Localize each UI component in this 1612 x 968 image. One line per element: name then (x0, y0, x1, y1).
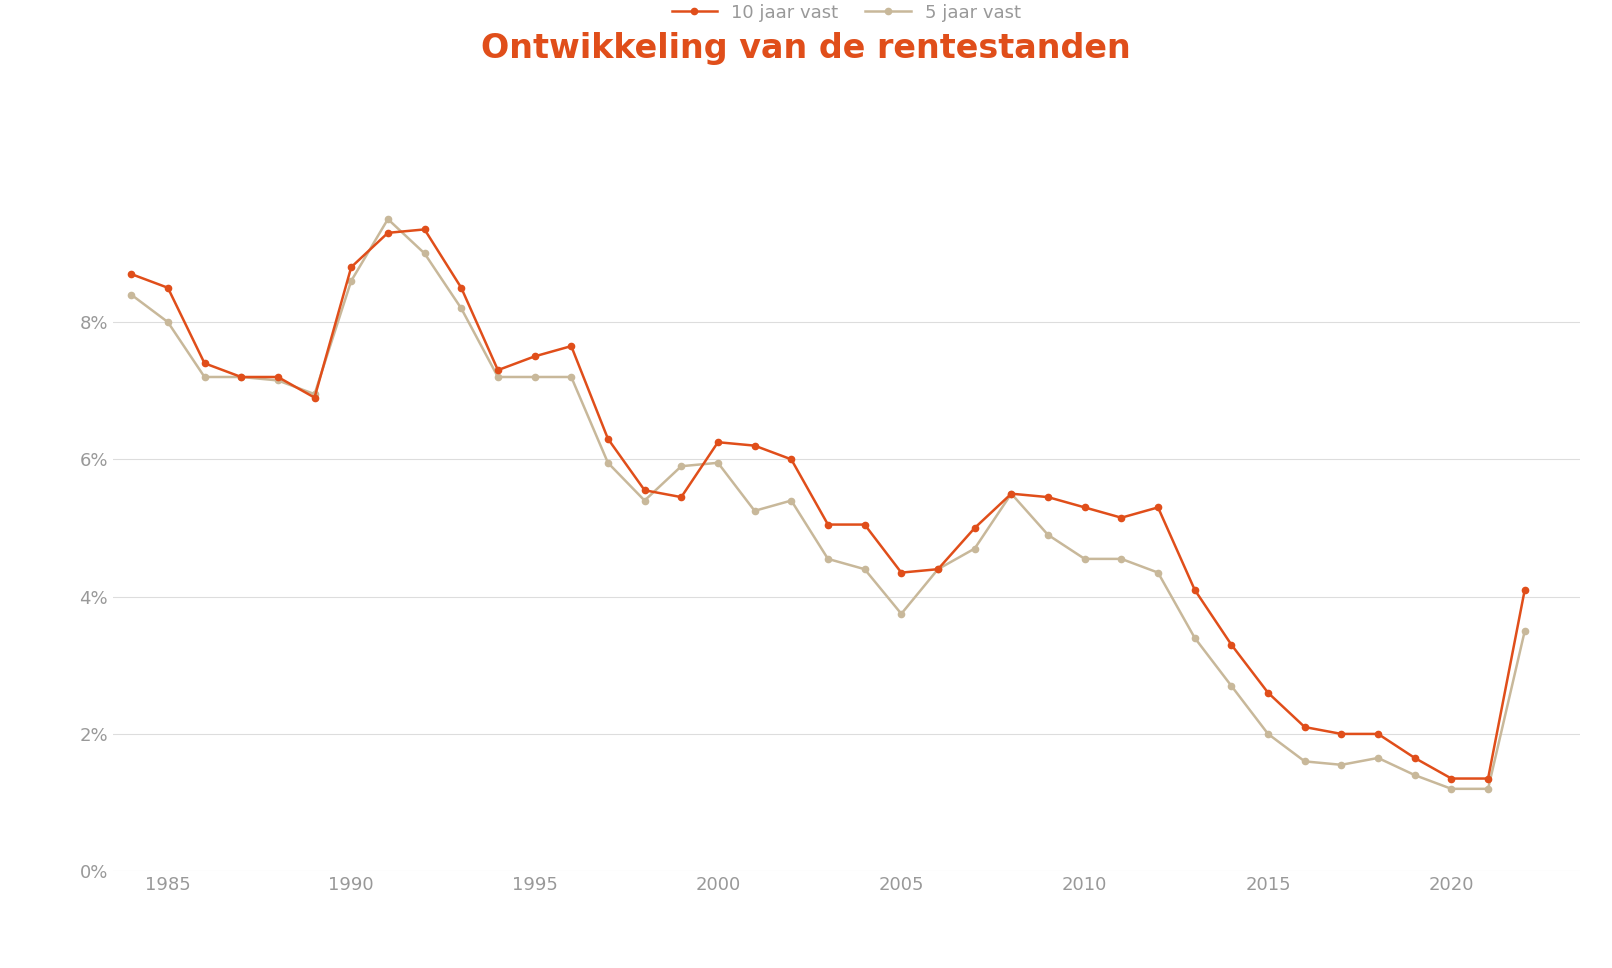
10 jaar vast (451, 282, 471, 293)
10 jaar vast (598, 433, 617, 444)
5 jaar vast (451, 303, 471, 315)
5 jaar vast (1515, 625, 1535, 637)
5 jaar vast (1332, 759, 1351, 771)
5 jaar vast (232, 371, 251, 382)
5 jaar vast (305, 388, 324, 400)
10 jaar vast (966, 522, 985, 533)
5 jaar vast (1478, 783, 1498, 795)
5 jaar vast (819, 553, 838, 564)
10 jaar vast (121, 268, 140, 280)
5 jaar vast (635, 495, 654, 506)
5 jaar vast (1441, 783, 1460, 795)
5 jaar vast (414, 248, 434, 259)
10 jaar vast (1148, 501, 1167, 513)
Legend: 10 jaar vast, 5 jaar vast: 10 jaar vast, 5 jaar vast (664, 0, 1028, 30)
10 jaar vast (1112, 512, 1132, 524)
10 jaar vast (819, 519, 838, 530)
5 jaar vast (782, 495, 801, 506)
5 jaar vast (708, 457, 727, 469)
10 jaar vast (342, 261, 361, 273)
5 jaar vast (745, 505, 764, 517)
5 jaar vast (1222, 681, 1241, 692)
10 jaar vast (635, 484, 654, 496)
10 jaar vast (1001, 488, 1020, 499)
5 jaar vast (195, 371, 214, 382)
10 jaar vast (561, 341, 580, 352)
10 jaar vast (268, 371, 287, 382)
5 jaar vast (1112, 553, 1132, 564)
5 jaar vast (342, 275, 361, 287)
10 jaar vast (1075, 501, 1095, 513)
10 jaar vast (1515, 584, 1535, 595)
10 jaar vast (379, 227, 398, 239)
Text: Ontwikkeling van de rentestanden: Ontwikkeling van de rentestanden (480, 32, 1132, 65)
10 jaar vast (526, 350, 545, 362)
5 jaar vast (966, 543, 985, 555)
5 jaar vast (158, 317, 177, 328)
10 jaar vast (1478, 772, 1498, 784)
10 jaar vast (1441, 772, 1460, 784)
5 jaar vast (1406, 770, 1425, 781)
10 jaar vast (1294, 721, 1314, 733)
10 jaar vast (1369, 728, 1388, 740)
5 jaar vast (891, 608, 911, 620)
10 jaar vast (672, 492, 692, 503)
10 jaar vast (891, 567, 911, 579)
5 jaar vast (1294, 756, 1314, 768)
10 jaar vast (1185, 584, 1204, 595)
5 jaar vast (561, 371, 580, 382)
5 jaar vast (929, 563, 948, 575)
Line: 10 jaar vast: 10 jaar vast (127, 227, 1528, 782)
10 jaar vast (1259, 687, 1278, 699)
10 jaar vast (854, 519, 874, 530)
10 jaar vast (1332, 728, 1351, 740)
10 jaar vast (232, 371, 251, 382)
5 jaar vast (854, 563, 874, 575)
5 jaar vast (121, 288, 140, 300)
5 jaar vast (1259, 728, 1278, 740)
5 jaar vast (672, 461, 692, 472)
5 jaar vast (1148, 567, 1167, 579)
5 jaar vast (1001, 488, 1020, 499)
10 jaar vast (708, 437, 727, 448)
10 jaar vast (195, 357, 214, 369)
10 jaar vast (1038, 492, 1057, 503)
10 jaar vast (488, 364, 508, 376)
5 jaar vast (1038, 529, 1057, 541)
10 jaar vast (782, 454, 801, 466)
Line: 5 jaar vast: 5 jaar vast (127, 216, 1528, 792)
5 jaar vast (526, 371, 545, 382)
10 jaar vast (1406, 752, 1425, 764)
10 jaar vast (929, 563, 948, 575)
5 jaar vast (1075, 553, 1095, 564)
10 jaar vast (305, 392, 324, 404)
5 jaar vast (1369, 752, 1388, 764)
5 jaar vast (598, 457, 617, 469)
5 jaar vast (1185, 632, 1204, 644)
10 jaar vast (158, 282, 177, 293)
5 jaar vast (268, 375, 287, 386)
10 jaar vast (745, 439, 764, 451)
10 jaar vast (1222, 639, 1241, 650)
10 jaar vast (414, 224, 434, 235)
5 jaar vast (379, 213, 398, 225)
5 jaar vast (488, 371, 508, 382)
